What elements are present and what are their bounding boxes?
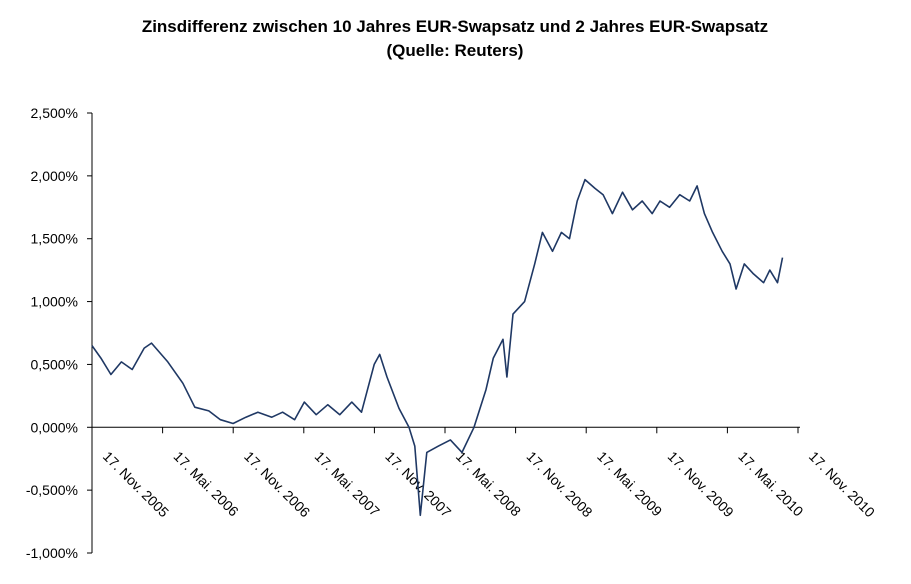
x-tick-label: 17. Nov. 2010: [806, 448, 878, 520]
y-tick-label: 0,500%: [31, 356, 78, 372]
y-tick-label: -1,000%: [26, 545, 78, 561]
x-tick-label: 17. Mai. 2006: [170, 448, 241, 519]
y-tick-label: 2,000%: [31, 168, 78, 184]
x-tick-label: 17. Mai. 2009: [594, 448, 665, 519]
x-tick-label: 17. Mai. 2010: [735, 448, 806, 519]
x-tick-label: 17. Nov. 2009: [665, 448, 737, 520]
x-tick-label: 17. Nov. 2008: [523, 448, 595, 520]
y-tick-label: 0,000%: [31, 419, 78, 435]
series-line: [91, 178, 784, 517]
y-tick-label: -0,500%: [26, 482, 78, 498]
x-tick-label: 17. Nov. 2006: [241, 448, 313, 520]
y-axis: 2,500% 2,000% 1,500% 1,000% 0,500% 0,000% -0,5…: [26, 105, 93, 561]
y-tick-label: 2,500%: [31, 105, 78, 121]
y-tick-label: 1,000%: [31, 294, 78, 310]
x-tick-label: 17. Mai. 2007: [312, 448, 383, 519]
chart-title: Zinsdifferenz zwischen 10 Jahres EUR-Swa…: [142, 17, 768, 36]
chart-subtitle: (Quelle: Reuters): [387, 41, 524, 60]
x-tick-label: 17. Nov. 2005: [100, 448, 172, 520]
y-tick-label: 1,500%: [31, 231, 78, 247]
x-tick-label: 17. Mai. 2008: [453, 448, 524, 519]
